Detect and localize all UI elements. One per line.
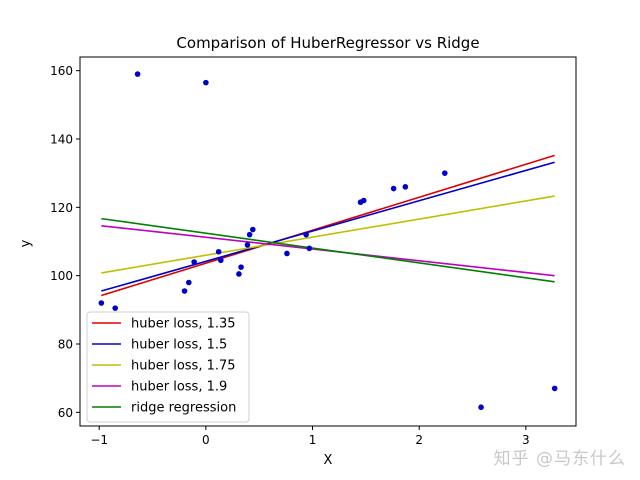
series-line	[101, 217, 555, 283]
data-point	[181, 288, 188, 294]
series-line	[101, 154, 555, 297]
y-tick-label: 160	[50, 64, 73, 78]
x-tick-label: −1	[90, 433, 108, 447]
chart-title: Comparison of HuberRegressor vs Ridge	[176, 34, 480, 52]
data-point	[246, 231, 253, 238]
x-tick-label: 1	[309, 433, 317, 447]
data-point	[390, 185, 397, 192]
legend-entry: huber loss, 1.5	[131, 338, 227, 353]
y-axis-ticks: 60 80 100 120 140 160	[50, 64, 80, 420]
data-point	[250, 226, 256, 233]
data-point	[215, 248, 222, 255]
series-line	[101, 161, 555, 292]
data-points	[98, 71, 558, 411]
x-tick-label: 3	[522, 433, 530, 447]
regression-lines	[101, 154, 555, 297]
data-point	[442, 170, 448, 176]
data-point	[203, 79, 209, 86]
data-point	[284, 250, 290, 257]
y-tick-label: 60	[58, 406, 73, 420]
legend: huber loss, 1.35 huber loss, 1.5 huber los…	[86, 311, 250, 423]
data-point	[551, 385, 558, 392]
data-point	[186, 279, 192, 286]
data-point	[134, 71, 141, 77]
y-tick-label: 140	[50, 133, 73, 147]
data-point	[191, 259, 197, 265]
y-tick-label: 80	[58, 338, 73, 352]
data-point	[112, 305, 118, 311]
legend-entry: huber loss, 1.35	[131, 317, 236, 332]
series-line	[101, 195, 555, 274]
data-point	[402, 184, 409, 190]
data-point	[218, 257, 224, 264]
x-tick-label: 2	[415, 433, 423, 447]
y-tick-label: 120	[50, 201, 73, 215]
legend-entry: huber loss, 1.75	[131, 359, 236, 374]
x-axis-label: X	[323, 453, 333, 468]
data-point	[238, 264, 244, 270]
x-tick-label: 0	[202, 433, 210, 447]
y-axis-label: y	[18, 239, 34, 248]
y-tick-label: 100	[50, 269, 73, 283]
data-point	[360, 197, 367, 204]
legend-entry: ridge regression	[131, 401, 236, 416]
data-point	[244, 242, 251, 248]
data-point	[236, 271, 242, 277]
data-point	[306, 245, 313, 252]
legend-entry: huber loss, 1.9	[131, 380, 227, 395]
data-point	[478, 404, 484, 411]
watermark: 知乎 @马东什么	[493, 449, 626, 469]
x-axis-ticks: −1 0 1 2 3	[90, 426, 530, 447]
data-point	[98, 300, 105, 306]
data-point	[303, 231, 309, 238]
